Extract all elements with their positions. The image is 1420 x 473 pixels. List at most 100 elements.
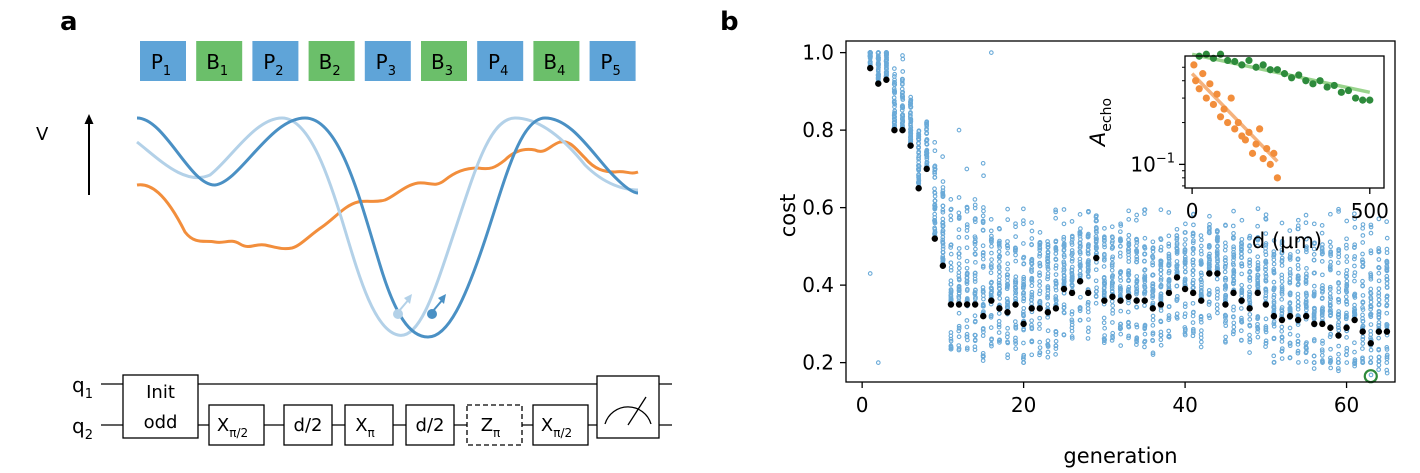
init-odd-line1: Init [146, 382, 175, 403]
population-point [964, 235, 970, 240]
population-point [1215, 265, 1220, 271]
population-point [1126, 232, 1132, 238]
gate-label-b2: B2 [319, 50, 341, 79]
circuit-gate-label-3-base: d/2 [416, 415, 445, 436]
population-point [1214, 252, 1220, 258]
population-point [1206, 263, 1212, 269]
population-point [940, 249, 946, 255]
best-cost-point [1044, 309, 1052, 316]
circuit-gate-label-3: d/2 [416, 415, 445, 436]
population-point [1077, 212, 1083, 217]
population-point [1166, 315, 1172, 321]
best-cost-point [1367, 340, 1374, 347]
population-point [996, 330, 1002, 335]
population-point [1029, 228, 1035, 234]
population-point [932, 148, 938, 154]
population-point [1134, 342, 1139, 347]
population-point [1206, 288, 1212, 293]
population-point [1263, 338, 1269, 344]
population-point [1142, 276, 1147, 282]
population-point [980, 285, 986, 290]
population-point [1174, 246, 1180, 252]
population-point [908, 121, 913, 126]
population-point [1013, 341, 1019, 346]
population-point [1174, 283, 1180, 289]
population-point [1061, 305, 1067, 310]
orange-echo-point [1190, 61, 1198, 69]
population-point [1086, 208, 1091, 214]
population-point [1005, 339, 1010, 345]
population-point [1158, 244, 1164, 250]
population-point [1086, 267, 1091, 272]
population-point [1142, 344, 1147, 350]
population-point [1263, 267, 1268, 272]
population-point [1352, 254, 1358, 259]
population-point [1352, 270, 1358, 275]
population-point [1150, 260, 1155, 265]
y-tick-label: 1.0 [802, 41, 834, 65]
population-point [948, 264, 954, 270]
population-point [1045, 262, 1050, 267]
orange-echo-point [1220, 105, 1228, 113]
population-point [900, 69, 906, 74]
population-point [1061, 259, 1067, 265]
population-point [1287, 331, 1293, 337]
population-point [1037, 300, 1043, 306]
population-point [1134, 254, 1140, 260]
population-point [900, 119, 906, 125]
population-point [1053, 257, 1059, 263]
population-point [1384, 345, 1390, 350]
population-point [948, 333, 954, 339]
population-point [1207, 244, 1212, 249]
population-point [1279, 348, 1285, 354]
population-point [1101, 320, 1107, 326]
population-point [1045, 295, 1050, 301]
population-point [1069, 325, 1075, 331]
green-echo-point [1224, 56, 1232, 65]
population-point [1360, 257, 1365, 263]
population-point [1320, 242, 1325, 247]
population-point [1118, 223, 1124, 228]
population-point [1239, 241, 1245, 247]
population-point [1126, 246, 1131, 252]
population-point [1384, 354, 1390, 360]
best-cost-point [1189, 289, 1197, 297]
population-point [1336, 325, 1341, 331]
population-point [1343, 242, 1349, 248]
population-point [1045, 302, 1051, 307]
population-point [964, 265, 970, 271]
best-cost-point [883, 76, 890, 83]
population-point [1368, 372, 1374, 378]
population-point [1336, 327, 1342, 333]
population-point [1118, 278, 1124, 283]
population-point [1069, 258, 1075, 264]
population-point [981, 208, 986, 214]
population-point [1319, 230, 1325, 236]
orange-echo-point [1195, 85, 1203, 93]
population-point [1021, 360, 1026, 365]
population-point [1110, 320, 1115, 325]
population-point [1215, 259, 1220, 265]
population-point [1231, 255, 1237, 260]
population-point [892, 111, 897, 117]
population-point [1045, 276, 1050, 282]
population-point [932, 198, 938, 204]
population-point [1263, 241, 1269, 246]
population-point [964, 258, 970, 264]
population-point [1174, 242, 1180, 248]
population-point [1158, 342, 1164, 348]
circuit-gate-box-1 [283, 404, 333, 446]
population-point [1109, 224, 1115, 230]
population-point [964, 222, 970, 227]
population-point [1077, 251, 1083, 256]
population-point [1053, 297, 1059, 303]
population-point [1166, 210, 1172, 215]
population-point [1166, 253, 1172, 259]
circuit-gate-box-4 [466, 404, 523, 446]
best-cost-point [1141, 297, 1148, 304]
population-point [1198, 233, 1204, 238]
population-point [1296, 303, 1301, 309]
population-point [1053, 215, 1059, 221]
orange-echo-point [1202, 94, 1210, 102]
population-point [1077, 229, 1083, 235]
